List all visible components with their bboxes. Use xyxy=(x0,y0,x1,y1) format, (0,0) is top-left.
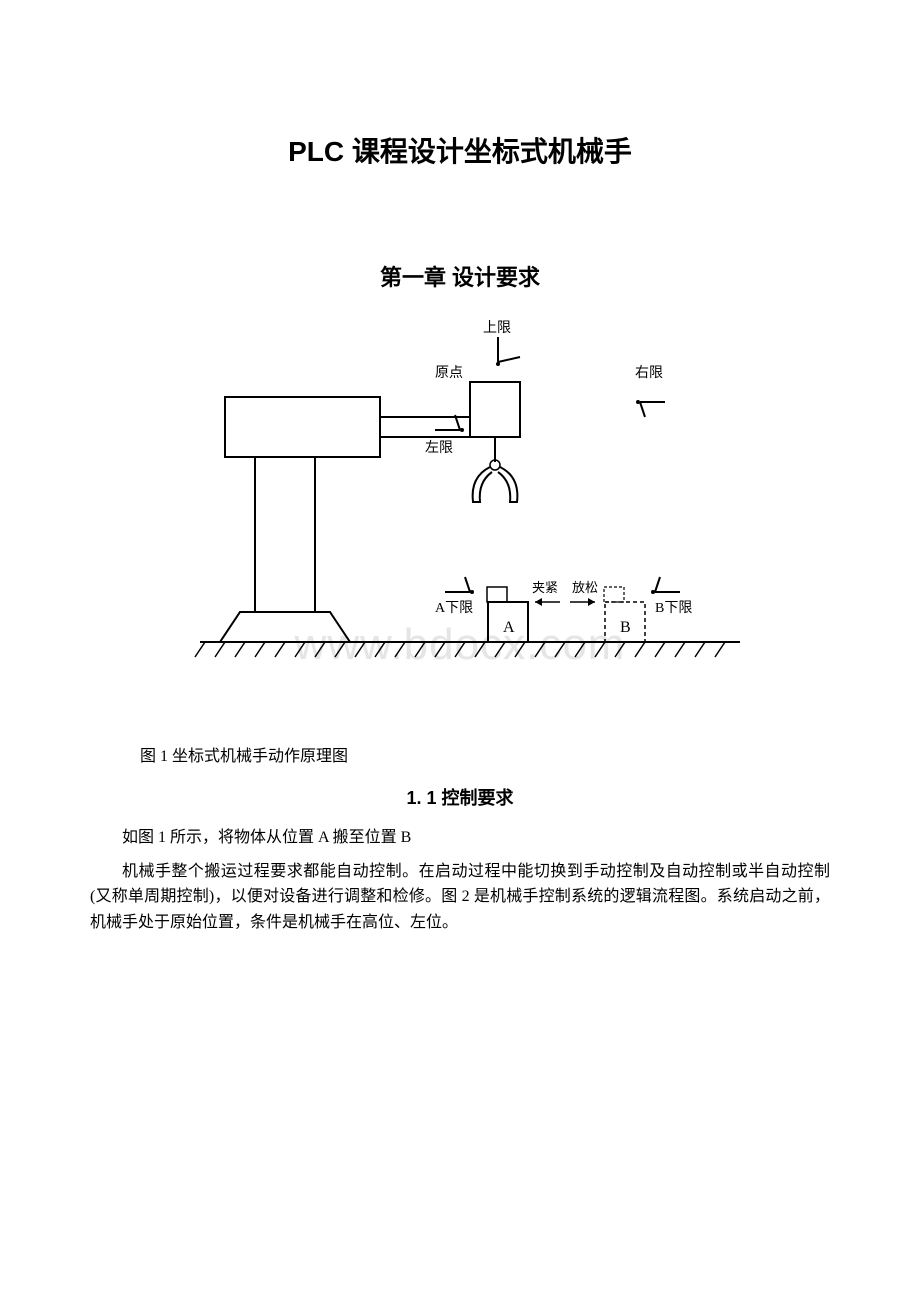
clamp-label: 夹紧 xyxy=(532,580,558,595)
mechanical-arm-diagram: 上限 原点 右限 左限 A下限 xyxy=(180,302,740,682)
left-limit-switch: 左限 xyxy=(425,415,464,456)
a-lower-label: A下限 xyxy=(435,600,473,616)
upper-limit-switch: 上限 xyxy=(483,320,520,366)
release-arrow: 放松 xyxy=(570,580,598,606)
left-limit-label: 左限 xyxy=(425,440,453,456)
box-a-label: A xyxy=(503,619,515,636)
right-limit-label: 右限 xyxy=(635,365,663,381)
right-limit-switch: 右限 xyxy=(635,365,665,417)
paragraph-2: 机械手整个搬运过程要求都能自动控制。在启动过程中能切换到手动控制及自动控制或半自… xyxy=(90,859,830,936)
origin-label: 原点 xyxy=(435,365,463,381)
release-label: 放松 xyxy=(572,580,598,595)
b-lower-label: B下限 xyxy=(655,600,692,616)
box-b-label: B xyxy=(620,619,631,636)
chapter-heading: 第一章 设计要求 xyxy=(90,260,830,292)
a-lower-limit-switch: A下限 xyxy=(435,577,474,616)
upper-limit-label: 上限 xyxy=(483,320,511,336)
diagram-svg: 上限 原点 右限 左限 A下限 xyxy=(180,302,740,682)
paragraph-1: 如图 1 所示，将物体从位置 A 搬至位置 B xyxy=(90,825,830,851)
figure-caption: 图 1 坐标式机械手动作原理图 xyxy=(140,742,830,766)
document-title: PLC 课程设计坐标式机械手 xyxy=(90,130,830,170)
section-1-1-heading: 1. 1 控制要求 xyxy=(90,784,830,810)
b-lower-limit-switch: B下限 xyxy=(651,577,692,616)
clamp-arrow: 夹紧 xyxy=(532,580,560,606)
document-page: PLC 课程设计坐标式机械手 第一章 设计要求 xyxy=(0,0,920,1003)
